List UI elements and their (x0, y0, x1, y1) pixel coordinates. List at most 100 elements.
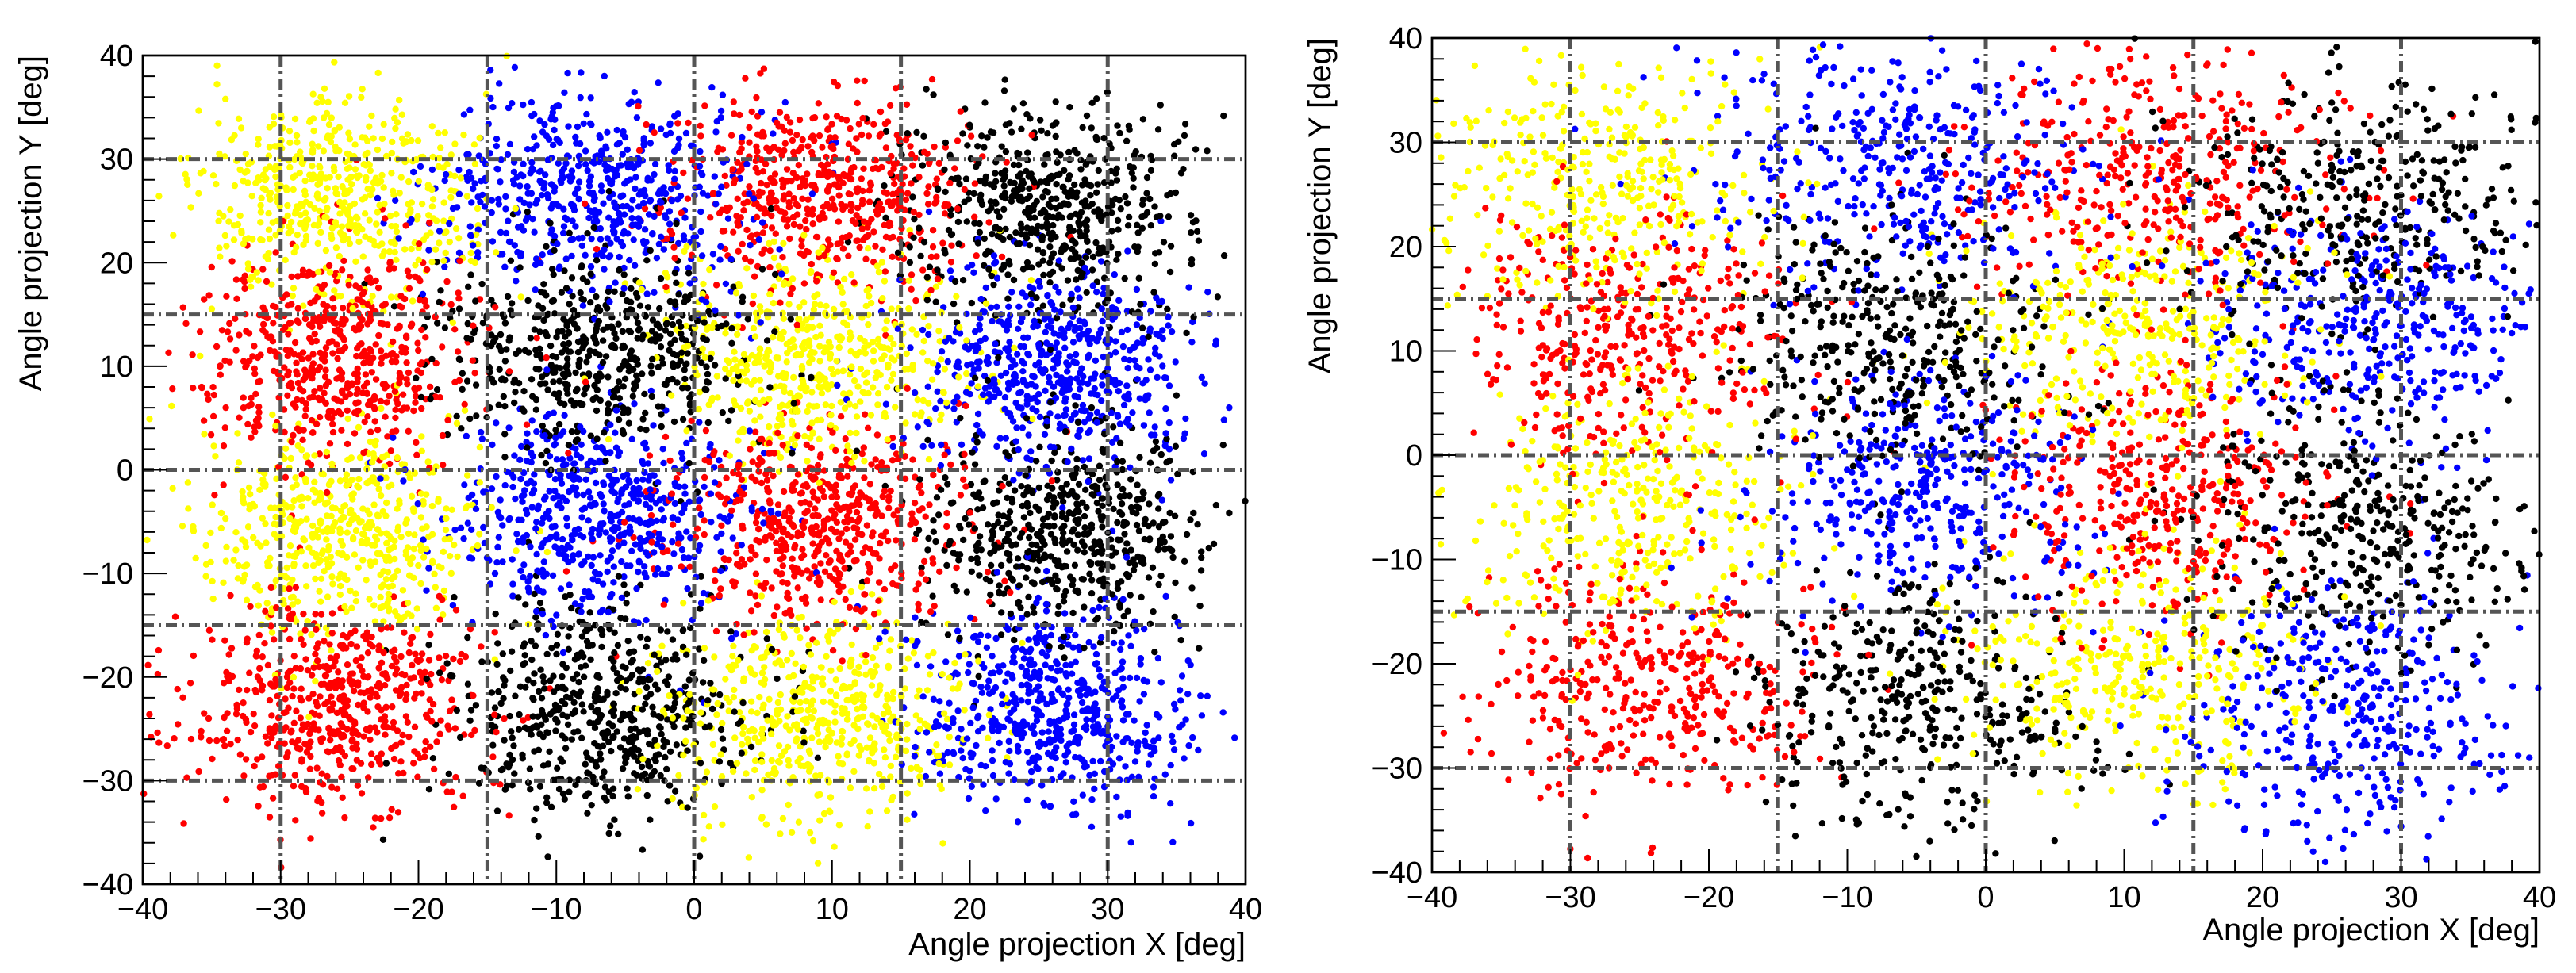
scatter-point (438, 676, 446, 684)
scatter-point (1157, 679, 1165, 686)
scatter-point (743, 265, 751, 272)
scatter-point (799, 195, 806, 202)
scatter-point (414, 750, 421, 758)
scatter-point (721, 172, 728, 180)
scatter-point (966, 661, 973, 668)
scatter-point (326, 641, 333, 648)
scatter-point (968, 783, 976, 790)
scatter-point (1099, 381, 1106, 389)
scatter-point (1124, 812, 1131, 819)
scatter-point (561, 267, 568, 274)
scatter-point (288, 273, 295, 281)
scatter-point (873, 662, 880, 669)
scatter-point (758, 109, 766, 116)
scatter-point (758, 725, 766, 733)
scatter-point (373, 220, 380, 228)
scatter-point (758, 435, 766, 442)
scatter-point (208, 305, 216, 312)
scatter-point (198, 727, 205, 735)
scatter-point (578, 514, 585, 521)
scatter-point (1041, 161, 1048, 168)
scatter-point (272, 676, 279, 684)
scatter-point (1149, 564, 1157, 571)
scatter-point (1115, 388, 1123, 395)
scatter-point (329, 700, 337, 707)
scatter-point (1079, 124, 1086, 132)
scatter-point (495, 343, 503, 350)
scatter-point (698, 252, 706, 259)
scatter-point (888, 796, 895, 804)
scatter-point (569, 556, 577, 564)
scatter-point (455, 235, 463, 242)
scatter-point (831, 718, 839, 726)
scatter-point (841, 565, 848, 572)
scatter-point (526, 201, 533, 209)
scatter-point (251, 428, 259, 435)
scatter-point (965, 196, 973, 203)
scatter-point (908, 271, 916, 278)
scatter-point (537, 288, 545, 296)
scatter-point (816, 358, 823, 365)
scatter-point (548, 645, 555, 652)
scatter-point (328, 693, 335, 700)
scatter-point (919, 326, 927, 334)
scatter-point (674, 120, 681, 127)
scatter-point (574, 385, 581, 393)
scatter-point (337, 293, 344, 300)
scatter-point (1033, 764, 1040, 771)
scatter-point (539, 251, 546, 259)
scatter-point (604, 305, 611, 312)
scatter-point (466, 717, 474, 724)
scatter-point (1015, 748, 1022, 755)
scatter-point (729, 653, 736, 660)
scatter-point (255, 602, 262, 609)
scatter-point (320, 114, 328, 121)
scatter-point (928, 442, 935, 449)
scatter-point (643, 257, 651, 264)
scatter-point (311, 330, 318, 338)
scatter-point (519, 755, 526, 762)
scatter-point (781, 140, 789, 147)
scatter-point (909, 162, 916, 169)
scatter-point (496, 366, 503, 373)
scatter-point (463, 377, 471, 385)
scatter-point (144, 536, 151, 544)
scatter-point (757, 386, 765, 394)
scatter-point (678, 450, 685, 457)
scatter-point (547, 342, 555, 350)
scatter-point (317, 611, 325, 618)
scatter-point (318, 810, 326, 817)
scatter-point (1006, 410, 1014, 417)
scatter-point (1110, 423, 1117, 431)
scatter-point (529, 713, 536, 720)
scatter-point (866, 198, 873, 205)
scatter-point (766, 384, 774, 391)
scatter-point (722, 330, 729, 337)
scatter-point (833, 692, 840, 699)
scatter-point (463, 432, 470, 440)
scatter-point (386, 259, 394, 266)
scatter-point (184, 479, 192, 486)
scatter-point (996, 318, 1003, 325)
scatter-point (418, 326, 425, 334)
scatter-point (670, 550, 678, 557)
scatter-point (621, 375, 629, 382)
scatter-point (808, 260, 815, 268)
scatter-point (1091, 703, 1098, 711)
scatter-point (753, 213, 761, 220)
scatter-point (816, 322, 823, 329)
scatter-point (637, 425, 644, 433)
scatter-point (235, 115, 243, 122)
scatter-point (964, 264, 971, 271)
scatter-point (578, 454, 585, 462)
scatter-point (957, 492, 965, 499)
scatter-point (424, 458, 432, 465)
scatter-point (1204, 692, 1211, 699)
scatter-point (924, 201, 932, 208)
scatter-point (236, 751, 244, 758)
scatter-point (408, 245, 415, 253)
scatter-point (684, 707, 691, 714)
scatter-point (850, 377, 858, 385)
scatter-point (685, 554, 693, 561)
scatter-point (510, 742, 517, 749)
